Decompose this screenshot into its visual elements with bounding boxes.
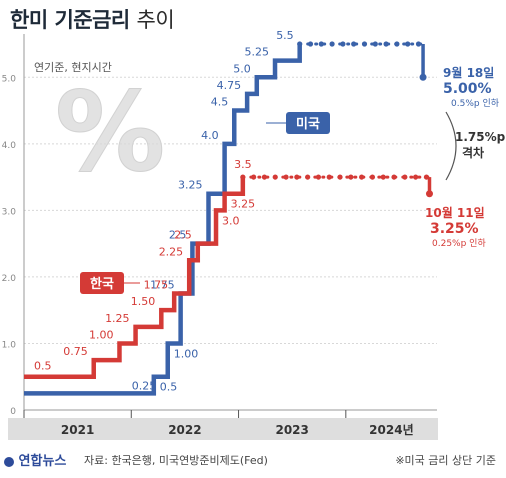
kr-tag xyxy=(80,272,124,294)
yonhap-logo: 연합뉴스 xyxy=(4,450,66,469)
data-label: 1.75 xyxy=(150,279,175,292)
kr-tag-label: 한국 xyxy=(90,276,114,292)
plateau-dot xyxy=(240,174,246,180)
plateau-dot xyxy=(272,174,278,180)
us-tag-label: 미국 xyxy=(296,116,320,132)
end-dot xyxy=(419,73,427,81)
plateau-dot xyxy=(297,41,303,47)
year-label: 2022 xyxy=(168,423,201,437)
y-tick-label: 2.0 xyxy=(2,274,17,284)
data-label: 3.5 xyxy=(234,158,252,171)
plateau-dot xyxy=(361,41,368,47)
plateau-dot xyxy=(261,174,268,180)
kr-value: 3.25% xyxy=(430,221,479,237)
us-value: 5.00% xyxy=(443,81,492,97)
gap-label: 격차 xyxy=(462,145,484,160)
data-label: 0.5 xyxy=(160,381,178,394)
plateau-dot xyxy=(251,174,257,180)
y-tick-label: 4.0 xyxy=(2,141,17,151)
data-label: 5.5 xyxy=(276,29,294,42)
plateau-dot xyxy=(391,174,397,180)
plateau-dot xyxy=(340,41,346,47)
kr-date: 10월 11일 xyxy=(425,205,485,220)
data-label: 1.25 xyxy=(105,312,130,325)
percent-watermark: % xyxy=(55,68,165,196)
data-label: 1.75 xyxy=(144,279,169,292)
data-label: 5.0 xyxy=(233,62,251,75)
plateau-dot xyxy=(348,174,354,180)
end-dot xyxy=(425,190,433,198)
logo-text: 연합뉴스 xyxy=(18,454,67,469)
plateau-dot xyxy=(383,41,389,47)
us-tag xyxy=(286,112,330,134)
gap-value: 1.75%p xyxy=(455,130,506,144)
data-label: 2.5 xyxy=(174,229,192,242)
plateau-dot xyxy=(326,174,332,180)
gap-bracket xyxy=(445,111,457,181)
year-label: 2024년 xyxy=(369,423,413,437)
us-change: 0.5%p 인하 xyxy=(451,98,500,109)
year-bar xyxy=(8,418,438,440)
data-label: 1.00 xyxy=(174,347,199,360)
y-tick-label: 1.0 xyxy=(2,340,17,350)
year-label: 2023 xyxy=(275,423,308,437)
data-label: 4.0 xyxy=(201,129,219,142)
plateau-dot xyxy=(351,41,357,47)
title-sub: 추이 xyxy=(136,8,175,32)
plateau-dot xyxy=(307,41,314,47)
data-label: 4.75 xyxy=(217,79,242,92)
y-tick-label: 5.0 xyxy=(2,74,17,84)
title-main: 한미 기준금리 xyxy=(10,8,130,32)
plateau-dot xyxy=(283,174,289,180)
data-label: 0.75 xyxy=(63,345,88,358)
data-label: 2.25 xyxy=(159,245,184,258)
data-label: 4.5 xyxy=(211,96,229,109)
y-tick-label: 0 xyxy=(10,407,16,417)
y-tick-label: 3.0 xyxy=(2,207,17,217)
plateau-dot xyxy=(305,174,311,180)
source-note: 자료: 한국은행, 미국연방준비제도(Fed) xyxy=(84,454,268,467)
plateau-dot xyxy=(315,174,322,180)
us-date: 9월 18일 xyxy=(443,65,494,80)
plateau-dot xyxy=(359,174,365,180)
plateau-dot xyxy=(413,174,419,180)
data-label: 0.25 xyxy=(132,379,157,392)
plateau-dot xyxy=(372,41,378,47)
plateau-dot xyxy=(380,174,386,180)
kr-change: 0.25%p 인하 xyxy=(432,238,486,249)
data-label: 2.5 xyxy=(169,229,187,242)
data-label: 1.50 xyxy=(131,295,156,308)
plateau-dot xyxy=(405,41,411,47)
plateau-dot xyxy=(394,41,400,47)
basis-note: ※미국 금리 상단 기준 xyxy=(395,454,496,467)
page-title: 한미 기준금리 추이 xyxy=(10,4,175,34)
data-label: 5.25 xyxy=(245,46,270,59)
data-label: 3.25 xyxy=(178,179,203,192)
data-label: 3.25 xyxy=(231,198,256,211)
plateau-dot xyxy=(369,174,376,180)
plateau-dot xyxy=(318,41,324,47)
note-top: 연기준, 현지시간 xyxy=(34,61,112,74)
plateau-dot xyxy=(423,174,430,180)
plateau-dot xyxy=(402,174,408,180)
globe-icon xyxy=(4,456,14,467)
plateau-dot xyxy=(337,174,343,180)
data-label: 3.0 xyxy=(222,214,240,227)
plateau-dot xyxy=(329,41,335,47)
year-label: 2021 xyxy=(61,423,94,437)
plateau-dot xyxy=(415,41,422,47)
data-label: 0.5 xyxy=(34,360,52,373)
plateau-dot xyxy=(294,174,300,180)
kr-line xyxy=(24,177,246,379)
data-label: 1.00 xyxy=(89,328,114,341)
